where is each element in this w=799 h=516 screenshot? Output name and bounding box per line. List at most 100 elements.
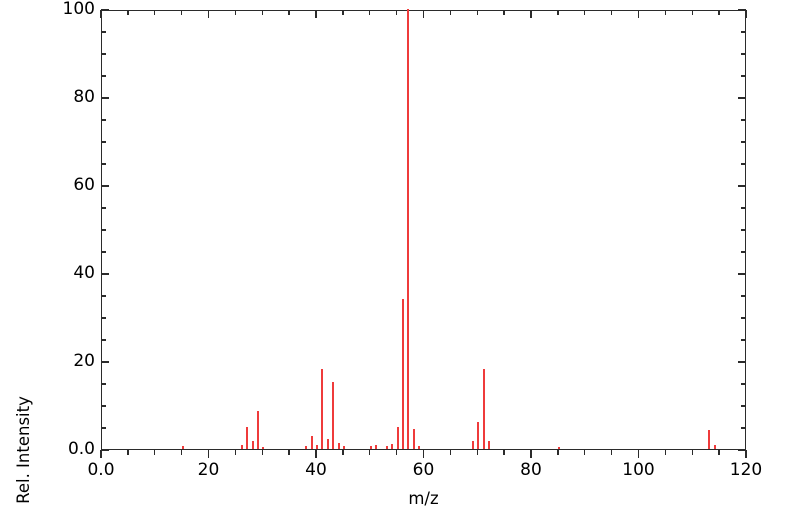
x-tick-minor-top bbox=[342, 10, 344, 15]
y-tick-minor-right bbox=[741, 251, 746, 253]
y-tick-major-right bbox=[738, 97, 746, 99]
x-tick-minor-top bbox=[154, 10, 156, 15]
y-tick-label: 80 bbox=[73, 87, 95, 107]
x-tick-minor bbox=[234, 450, 237, 455]
x-tick-major-top bbox=[315, 10, 317, 18]
x-tick-minor-top bbox=[691, 10, 693, 15]
x-tick-minor-top bbox=[288, 10, 290, 15]
y-tick-major-right bbox=[738, 361, 746, 363]
x-tick-minor-top bbox=[718, 10, 720, 15]
x-tick-minor-top bbox=[664, 10, 667, 15]
x-tick-minor bbox=[691, 450, 693, 455]
x-tick-major bbox=[315, 450, 317, 458]
x-tick-label: 100 bbox=[622, 460, 655, 480]
y-tick-minor bbox=[101, 251, 106, 253]
y-axis-title-text: Rel. Intensity bbox=[14, 396, 33, 504]
y-tick-minor bbox=[101, 427, 106, 429]
spectrum-peak bbox=[251, 440, 254, 449]
x-tick-minor bbox=[261, 450, 263, 455]
y-tick-minor-right bbox=[741, 75, 746, 77]
x-tick-minor bbox=[127, 450, 129, 455]
spectrum-peak bbox=[326, 439, 329, 449]
y-tick-minor-right bbox=[741, 53, 746, 55]
y-tick-minor bbox=[101, 119, 106, 121]
x-tick-minor bbox=[154, 450, 156, 455]
spectrum-peak bbox=[482, 368, 485, 449]
y-tick-label: 0.0 bbox=[67, 439, 95, 459]
y-tick-minor-right bbox=[741, 383, 746, 385]
spectrum-peak bbox=[407, 9, 410, 449]
spectrum-peak bbox=[557, 446, 560, 449]
y-tick-major bbox=[101, 185, 109, 187]
x-tick-minor bbox=[503, 450, 505, 455]
y-tick-minor-right bbox=[741, 229, 746, 231]
spectrum-peak bbox=[316, 444, 318, 449]
y-tick-minor bbox=[101, 405, 106, 407]
x-tick-minor-top bbox=[261, 10, 263, 15]
spectrum-peak bbox=[337, 443, 340, 449]
x-tick-label: 0.0 bbox=[87, 460, 115, 480]
spectrum-peak bbox=[471, 440, 474, 449]
y-tick-minor-right bbox=[741, 339, 746, 341]
spectrum-peak bbox=[240, 445, 243, 449]
y-tick-minor bbox=[101, 75, 106, 77]
x-tick-major-top bbox=[100, 10, 102, 18]
spectrum-peak bbox=[262, 446, 265, 449]
y-tick-minor-right bbox=[741, 119, 746, 121]
spectrum-peak bbox=[310, 435, 313, 449]
y-tick-minor bbox=[101, 53, 106, 55]
y-tick-minor-right bbox=[741, 405, 746, 407]
x-tick-minor-top bbox=[369, 10, 371, 15]
x-tick-minor bbox=[288, 450, 290, 455]
y-tick-minor bbox=[101, 339, 106, 341]
x-tick-label: 40 bbox=[305, 460, 327, 480]
x-tick-major-top bbox=[422, 10, 425, 18]
y-tick-minor bbox=[101, 295, 106, 297]
x-tick-label: 120 bbox=[729, 460, 763, 480]
x-tick-major-top bbox=[207, 10, 210, 18]
y-tick-minor bbox=[101, 31, 106, 33]
spectrum-peak bbox=[181, 446, 184, 449]
x-tick-major bbox=[637, 450, 640, 458]
x-tick-minor-top bbox=[127, 10, 129, 15]
x-tick-minor-top bbox=[449, 10, 452, 15]
x-tick-minor bbox=[180, 450, 183, 455]
spectrum-peak bbox=[375, 445, 378, 449]
y-tick-minor-right bbox=[741, 295, 746, 297]
x-tick-major bbox=[422, 450, 425, 458]
y-tick-minor-right bbox=[741, 427, 746, 429]
x-tick-minor bbox=[584, 450, 586, 455]
spectrum-peak bbox=[412, 428, 415, 449]
spectrum-peak bbox=[391, 443, 394, 449]
y-tick-label: 20 bbox=[73, 351, 95, 371]
spectrum-peak bbox=[321, 368, 324, 449]
spectrum-peak bbox=[477, 421, 480, 449]
x-tick-label: 60 bbox=[412, 460, 435, 480]
y-tick-major-right bbox=[738, 449, 746, 451]
y-tick-label: 40 bbox=[73, 263, 95, 283]
spectrum-peak bbox=[488, 441, 490, 449]
spectrum-peak bbox=[369, 446, 372, 449]
y-tick-major bbox=[101, 9, 109, 11]
x-tick-minor bbox=[664, 450, 667, 455]
spectrum-peak bbox=[708, 429, 711, 449]
y-tick-minor bbox=[101, 229, 106, 231]
spectrum-peak bbox=[342, 446, 345, 449]
spectrum-peak bbox=[713, 445, 716, 449]
y-tick-major bbox=[101, 449, 109, 451]
x-tick-minor-top bbox=[234, 10, 237, 15]
x-tick-minor-top bbox=[610, 10, 613, 15]
x-tick-minor-top bbox=[503, 10, 505, 15]
y-tick-major-right bbox=[738, 185, 746, 187]
x-tick-minor-top bbox=[395, 10, 398, 15]
x-tick-minor bbox=[718, 450, 720, 455]
x-tick-minor-top bbox=[180, 10, 183, 15]
x-tick-major-top bbox=[530, 10, 532, 18]
x-tick-minor bbox=[610, 450, 613, 455]
x-tick-minor bbox=[395, 450, 398, 455]
x-tick-label: 80 bbox=[520, 460, 542, 480]
y-tick-major bbox=[101, 361, 109, 363]
y-tick-label: 60 bbox=[73, 175, 95, 195]
y-tick-minor-right bbox=[741, 163, 746, 165]
